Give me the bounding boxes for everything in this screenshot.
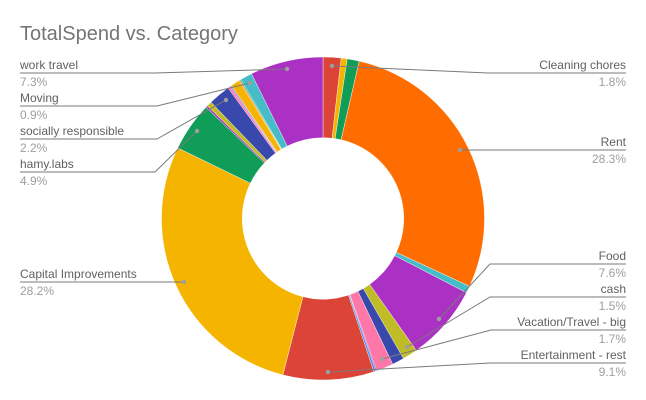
label-hamy-labs: hamy.labs 4.9% bbox=[20, 157, 74, 188]
dot-entertainment-rest bbox=[325, 369, 331, 375]
label-food: Food 7.6% bbox=[599, 249, 627, 280]
slice-rent[interactable] bbox=[340, 60, 485, 287]
label-percent: 28.2% bbox=[20, 284, 54, 298]
leader-socially-responsible bbox=[20, 99, 227, 140]
dot-capital-improvements bbox=[181, 279, 187, 285]
label-name: hamy.labs bbox=[20, 157, 74, 171]
leader-hamy-labs bbox=[20, 130, 198, 173]
dot-hamy-labs bbox=[194, 128, 200, 134]
donut-slices bbox=[161, 56, 485, 381]
label-name: Entertainment - rest bbox=[521, 348, 627, 362]
label-name: work travel bbox=[19, 58, 78, 72]
label-percent: 2.2% bbox=[20, 141, 48, 155]
label-percent: 4.9% bbox=[20, 174, 48, 188]
label-name: Moving bbox=[20, 91, 59, 105]
label-percent: 7.6% bbox=[599, 266, 627, 280]
label-name: Vacation/Travel - big bbox=[517, 315, 626, 329]
label-vacation-travel-big: Vacation/Travel - big 1.7% bbox=[517, 315, 626, 346]
label-name: Rent bbox=[601, 135, 627, 149]
dot-cash bbox=[404, 344, 410, 350]
label-name: Food bbox=[599, 249, 626, 263]
label-name: Cleaning chores bbox=[539, 58, 626, 72]
label-percent: 1.8% bbox=[599, 75, 627, 89]
chart-title: TotalSpend vs. Category bbox=[20, 23, 238, 45]
label-percent: 1.5% bbox=[599, 299, 627, 313]
leader-food bbox=[438, 263, 626, 320]
leader-cash bbox=[406, 296, 626, 348]
label-percent: 9.1% bbox=[599, 365, 627, 379]
leader-vacation-travel-big bbox=[381, 329, 626, 360]
dot-work-travel bbox=[284, 66, 290, 72]
slice-capital-improvements[interactable] bbox=[161, 147, 304, 376]
dot-vacation-travel-big bbox=[379, 356, 385, 362]
leader-work-travel bbox=[20, 68, 288, 74]
slice-work-travel[interactable] bbox=[251, 56, 324, 147]
leader-moving bbox=[20, 82, 251, 107]
leader-dots bbox=[181, 63, 463, 375]
dot-socially-responsible bbox=[223, 97, 229, 103]
label-cleaning-chores: Cleaning chores 1.8% bbox=[539, 58, 626, 89]
label-entertainment-rest: Entertainment - rest 9.1% bbox=[521, 348, 627, 379]
dot-food bbox=[436, 316, 442, 322]
label-name: Capital Improvements bbox=[20, 267, 137, 281]
label-rent: Rent 28.3% bbox=[592, 135, 627, 166]
leader-cleaning-chores bbox=[331, 65, 626, 74]
dot-moving bbox=[247, 80, 253, 86]
label-percent: 28.3% bbox=[592, 152, 626, 166]
dot-cleaning-chores bbox=[329, 63, 335, 69]
label-work-travel: work travel 7.3% bbox=[19, 58, 78, 89]
leader-lines bbox=[20, 65, 626, 373]
label-socially-responsible: socially responsible 2.2% bbox=[20, 124, 124, 155]
label-cash: cash 1.5% bbox=[599, 282, 627, 313]
label-percent: 1.7% bbox=[599, 332, 627, 346]
leader-entertainment-rest bbox=[327, 362, 626, 373]
label-name: socially responsible bbox=[20, 124, 124, 138]
label-percent: 0.9% bbox=[20, 108, 48, 122]
dot-rent bbox=[457, 147, 463, 153]
label-capital-improvements: Capital Improvements 28.2% bbox=[20, 267, 137, 298]
label-percent: 7.3% bbox=[20, 75, 48, 89]
label-moving: Moving 0.9% bbox=[20, 91, 59, 122]
label-name: cash bbox=[601, 282, 626, 296]
